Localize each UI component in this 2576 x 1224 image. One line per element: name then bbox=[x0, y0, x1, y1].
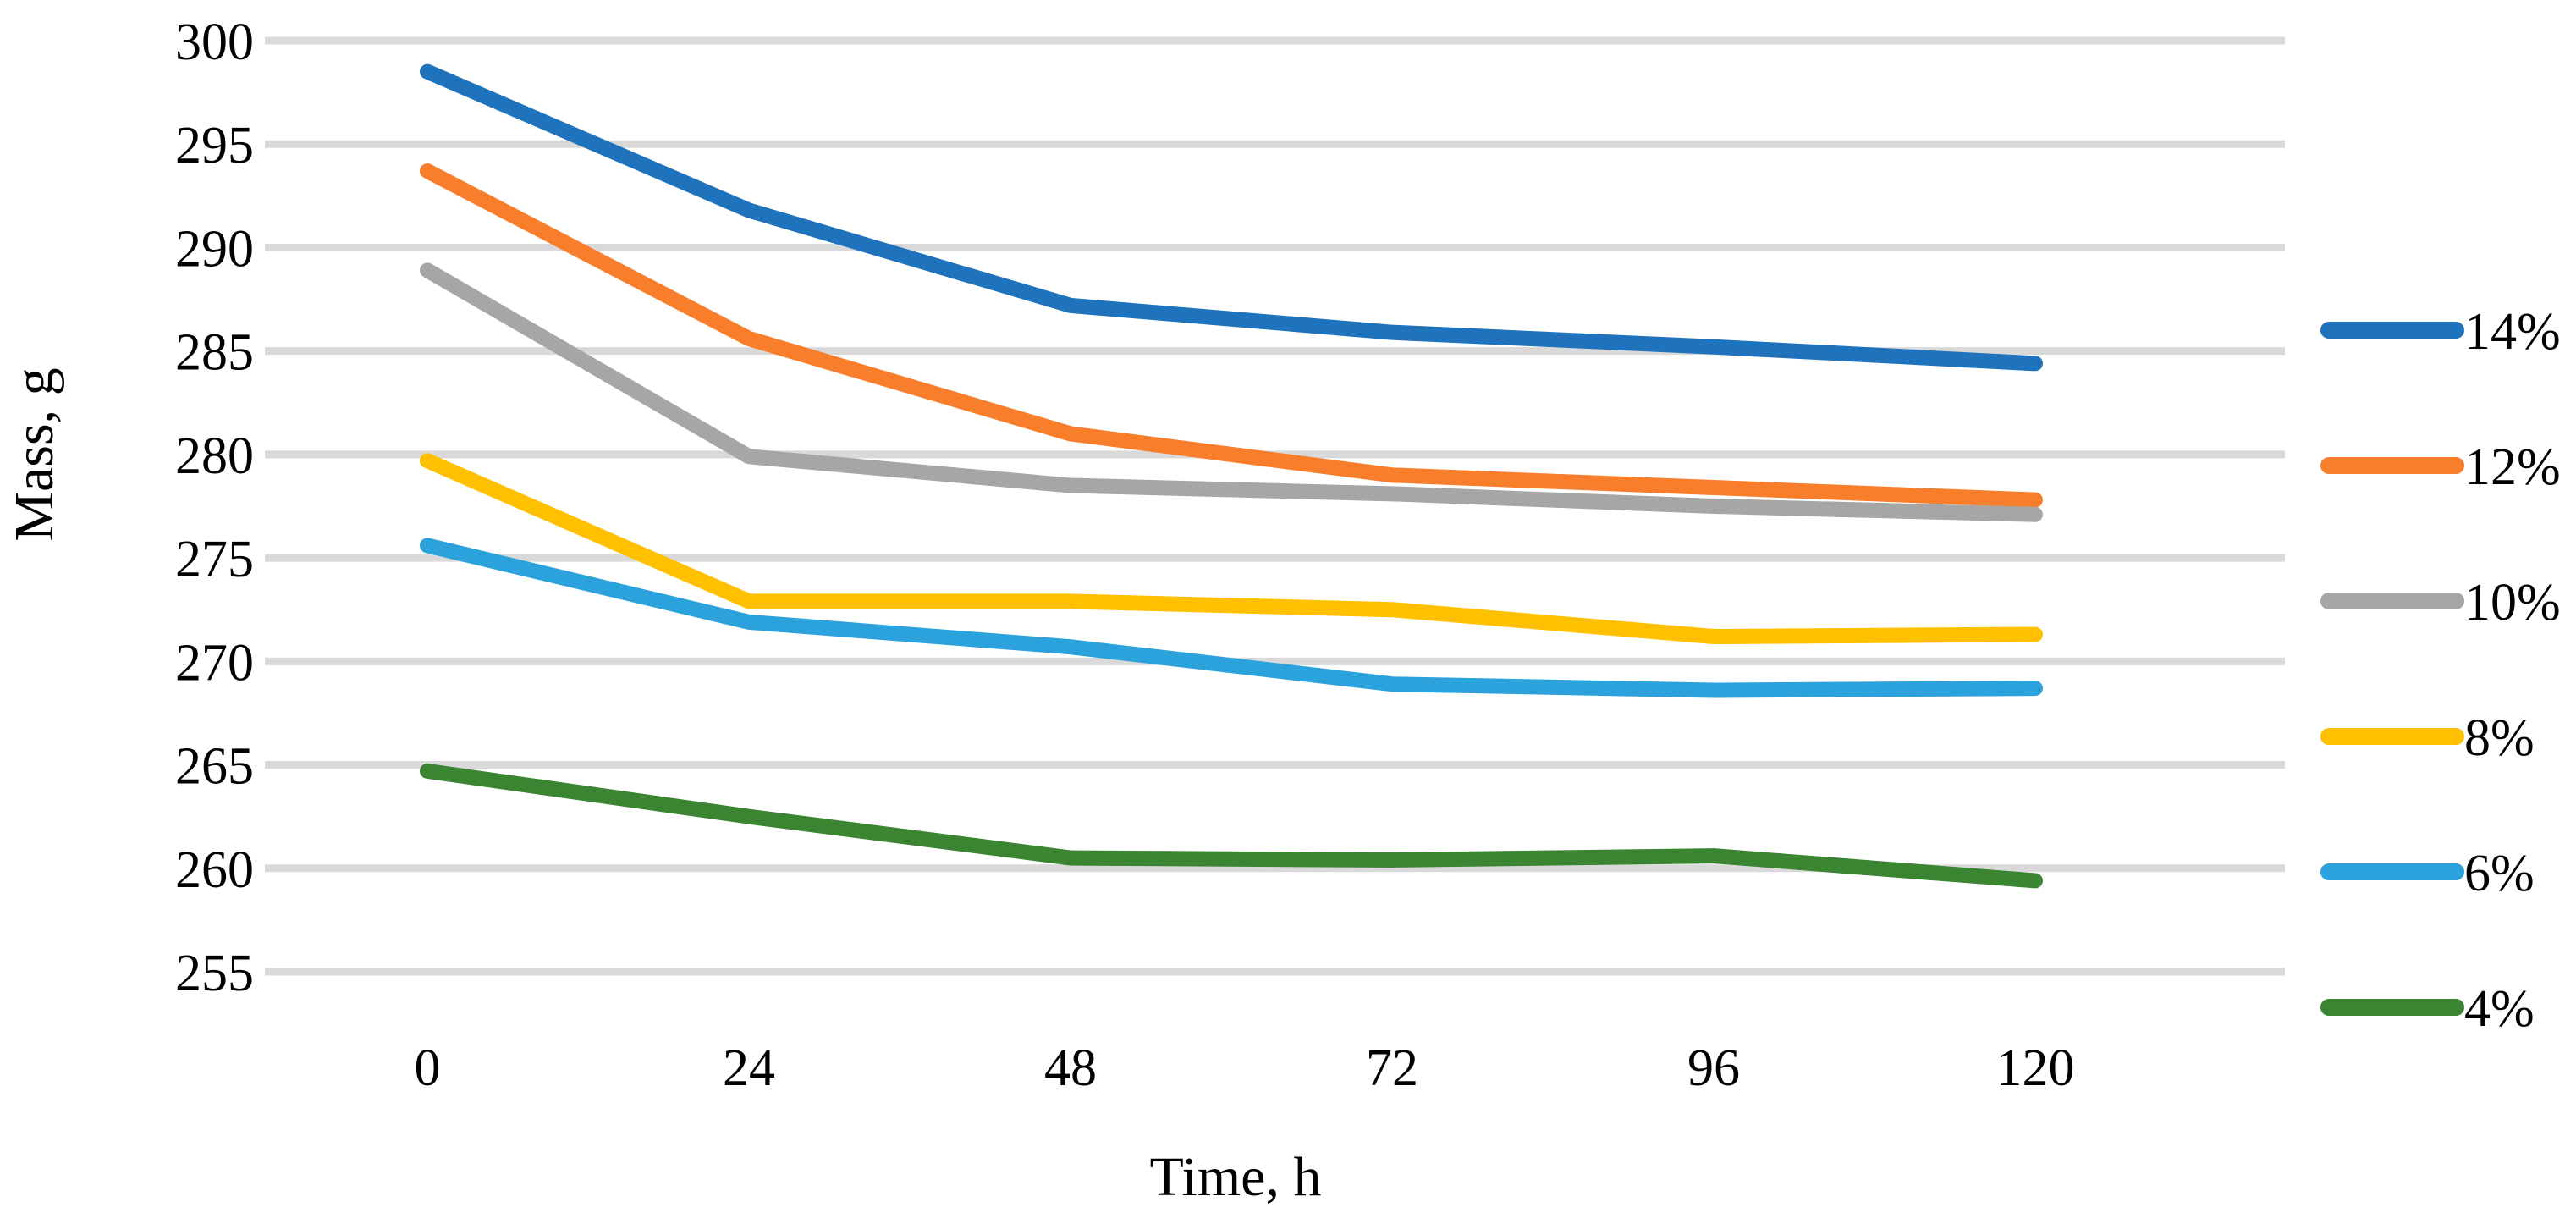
y-axis-title: Mass, g bbox=[3, 367, 65, 541]
series-line-4% bbox=[420, 763, 2043, 889]
y-tick-285: 285 bbox=[175, 324, 254, 382]
series-line-12% bbox=[420, 163, 2043, 508]
y-tick-280: 280 bbox=[175, 427, 254, 485]
x-tick-48: 48 bbox=[1044, 1039, 1097, 1097]
legend-label-6%: 6% bbox=[2464, 845, 2535, 902]
series-line-10% bbox=[420, 262, 2043, 522]
legend: 14% 12% 10% 8% 6% 4% bbox=[2320, 303, 2561, 1038]
series-line-8% bbox=[420, 453, 2043, 644]
series-lines bbox=[420, 63, 2043, 889]
series-line-14% bbox=[420, 63, 2043, 372]
y-tick-275: 275 bbox=[175, 531, 254, 588]
y-tick-265: 265 bbox=[175, 738, 254, 796]
y-tick-295: 295 bbox=[175, 117, 254, 174]
x-tick-120: 120 bbox=[1996, 1039, 2075, 1097]
legend-label-8%: 8% bbox=[2464, 709, 2535, 767]
x-axis-title: Time, h bbox=[1150, 1146, 1322, 1208]
legend-label-14%: 14% bbox=[2464, 303, 2561, 361]
y-tick-290: 290 bbox=[175, 220, 254, 278]
legend-label-10%: 10% bbox=[2464, 574, 2561, 631]
y-tick-300: 300 bbox=[175, 14, 254, 71]
legend-label-4%: 4% bbox=[2464, 980, 2535, 1038]
y-axis-tick-labels: 255 260 265 270 275 280 285 290 295 300 bbox=[175, 14, 254, 1002]
legend-label-12%: 12% bbox=[2464, 438, 2561, 496]
x-tick-72: 72 bbox=[1366, 1039, 1418, 1097]
x-axis-tick-labels: 0 24 48 72 96 120 bbox=[415, 1039, 2075, 1097]
y-tick-255: 255 bbox=[175, 945, 254, 1002]
x-tick-96: 96 bbox=[1687, 1039, 1740, 1097]
x-tick-24: 24 bbox=[723, 1039, 775, 1097]
y-tick-270: 270 bbox=[175, 634, 254, 692]
y-tick-260: 260 bbox=[175, 841, 254, 899]
x-tick-0: 0 bbox=[415, 1039, 441, 1097]
series-line-6% bbox=[420, 538, 2043, 698]
